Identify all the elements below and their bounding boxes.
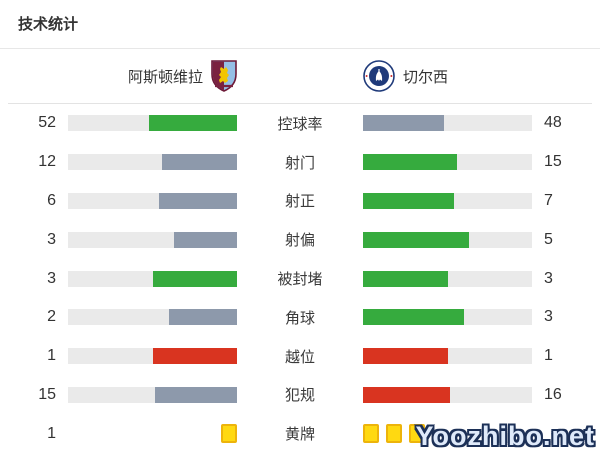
home-value: 3: [47, 230, 56, 248]
away-bar: [363, 270, 532, 287]
stat-row: 52 控球率 48: [0, 104, 600, 143]
home-value: 12: [38, 153, 56, 171]
home-bar-fill: [149, 115, 237, 132]
stat-label: 越位: [284, 348, 315, 366]
away-bar: [363, 115, 532, 132]
away-bar: [363, 192, 532, 209]
away-bar-fill: [363, 270, 448, 287]
home-bar: [68, 192, 237, 209]
home-value: 15: [38, 385, 56, 403]
stat-label: 射门: [284, 154, 315, 172]
chelsea-crest-icon: [363, 60, 395, 92]
yellow-card-icon: [386, 424, 402, 444]
watermark: Yoozhibo.net: [415, 421, 595, 451]
yellow-card-icon: [221, 424, 237, 444]
title-divider: [0, 48, 600, 49]
stat-row: 12 射门 15: [0, 143, 600, 182]
away-bar-fill: [363, 348, 448, 365]
stat-label: 控球率: [277, 115, 323, 133]
home-bar: [68, 386, 237, 403]
stat-row: 3 被封堵 3: [0, 259, 600, 298]
away-value: 3: [544, 269, 553, 287]
away-bar-fill: [363, 154, 457, 171]
away-bar-fill: [363, 386, 451, 403]
away-bar: [363, 386, 532, 403]
stat-label: 犯规: [284, 387, 315, 405]
away-bar: [363, 309, 532, 326]
stat-label: 射偏: [284, 232, 315, 250]
away-value: 48: [544, 114, 562, 132]
stats-rows: 52 控球率 48 12 射门 15 6 射正 7 3 射偏 5 3 被封堵 3 2 角球 3 1 越位 1 15 犯规 16…: [0, 104, 600, 453]
away-bar: [363, 231, 532, 248]
yellow-card-icon: [409, 424, 425, 444]
home-bar: [68, 270, 237, 287]
away-bar-fill: [363, 231, 469, 248]
away-bar: [363, 348, 532, 365]
home-bar-fill: [152, 270, 237, 287]
home-value: 1: [47, 424, 56, 442]
home-team-header: 阿斯顿维拉: [0, 55, 237, 97]
stat-row: 1 黄牌: [0, 414, 600, 453]
away-bar-fill: [363, 309, 465, 326]
header-divider: [8, 103, 592, 104]
home-bar-fill: [169, 309, 237, 326]
away-bar-fill: [363, 192, 454, 209]
home-team-name: 阿斯顿维拉: [127, 68, 203, 86]
home-bar-fill: [158, 192, 237, 209]
stat-label: 射正: [284, 193, 315, 211]
page-title: 技术统计: [18, 16, 79, 33]
home-bar-fill: [161, 154, 237, 171]
home-bar: [68, 348, 237, 365]
stat-row: 3 射偏 5: [0, 220, 600, 259]
stat-row: 1 越位 1: [0, 337, 600, 376]
away-bar-fill: [363, 115, 445, 132]
home-value: 6: [47, 191, 56, 209]
home-cards: [68, 424, 237, 444]
yellow-card-icon: [363, 424, 379, 444]
home-value: 52: [38, 114, 56, 132]
stat-label: 被封堵: [277, 271, 323, 289]
home-value: 1: [47, 347, 56, 365]
home-bar-fill: [173, 231, 237, 248]
home-value: 2: [47, 308, 56, 326]
away-value: 16: [544, 385, 562, 403]
away-bar: [363, 154, 532, 171]
away-value: 15: [544, 153, 562, 171]
home-bar: [68, 115, 237, 132]
away-team-name: 切尔西: [403, 68, 449, 86]
home-bar-fill: [155, 386, 237, 403]
away-value: 3: [544, 308, 553, 326]
away-value: 5: [544, 230, 553, 248]
away-value: 7: [544, 191, 553, 209]
aston-villa-crest-icon: [211, 60, 237, 92]
away-value: 1: [544, 347, 553, 365]
home-bar: [68, 309, 237, 326]
stat-row: 6 射正 7: [0, 182, 600, 221]
home-value: 3: [47, 269, 56, 287]
stat-label: 黄牌: [284, 426, 315, 444]
home-bar: [68, 231, 237, 248]
stat-label: 角球: [284, 309, 315, 327]
away-team-header: 切尔西: [363, 55, 448, 97]
away-cards: [363, 424, 532, 444]
home-bar: [68, 154, 237, 171]
stat-row: 2 角球 3: [0, 298, 600, 337]
stat-row: 15 犯规 16: [0, 375, 600, 414]
home-bar-fill: [152, 348, 237, 365]
